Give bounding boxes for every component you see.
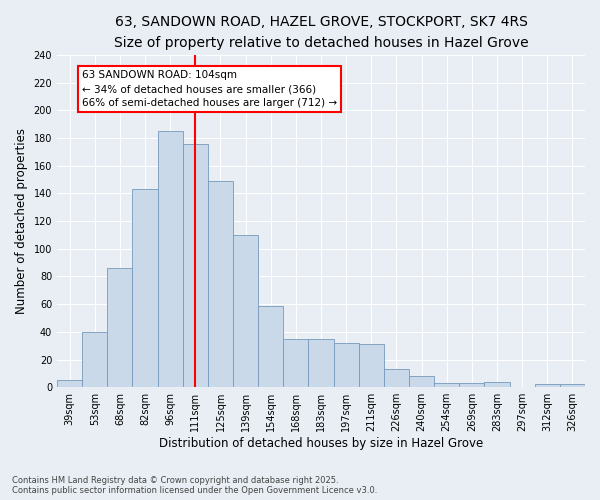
Bar — [283, 339, 308, 387]
Text: 63 SANDOWN ROAD: 104sqm
← 34% of detached houses are smaller (366)
66% of semi-d: 63 SANDOWN ROAD: 104sqm ← 34% of detache… — [82, 70, 337, 108]
Y-axis label: Number of detached properties: Number of detached properties — [15, 128, 28, 314]
Bar — [359, 344, 384, 387]
Bar — [82, 332, 107, 387]
Bar — [57, 380, 82, 387]
Bar — [107, 268, 133, 387]
Title: 63, SANDOWN ROAD, HAZEL GROVE, STOCKPORT, SK7 4RS
Size of property relative to d: 63, SANDOWN ROAD, HAZEL GROVE, STOCKPORT… — [114, 15, 529, 50]
Bar — [158, 131, 183, 387]
Bar — [384, 369, 409, 387]
Bar — [409, 376, 434, 387]
Bar — [133, 189, 158, 387]
Bar — [334, 343, 359, 387]
X-axis label: Distribution of detached houses by size in Hazel Grove: Distribution of detached houses by size … — [159, 437, 483, 450]
Bar — [484, 382, 509, 387]
Bar — [233, 235, 258, 387]
Bar — [459, 383, 484, 387]
Bar — [535, 384, 560, 387]
Bar — [183, 144, 208, 387]
Text: Contains HM Land Registry data © Crown copyright and database right 2025.
Contai: Contains HM Land Registry data © Crown c… — [12, 476, 377, 495]
Bar — [208, 181, 233, 387]
Bar — [434, 383, 459, 387]
Bar — [258, 306, 283, 387]
Bar — [560, 384, 585, 387]
Bar — [308, 339, 334, 387]
